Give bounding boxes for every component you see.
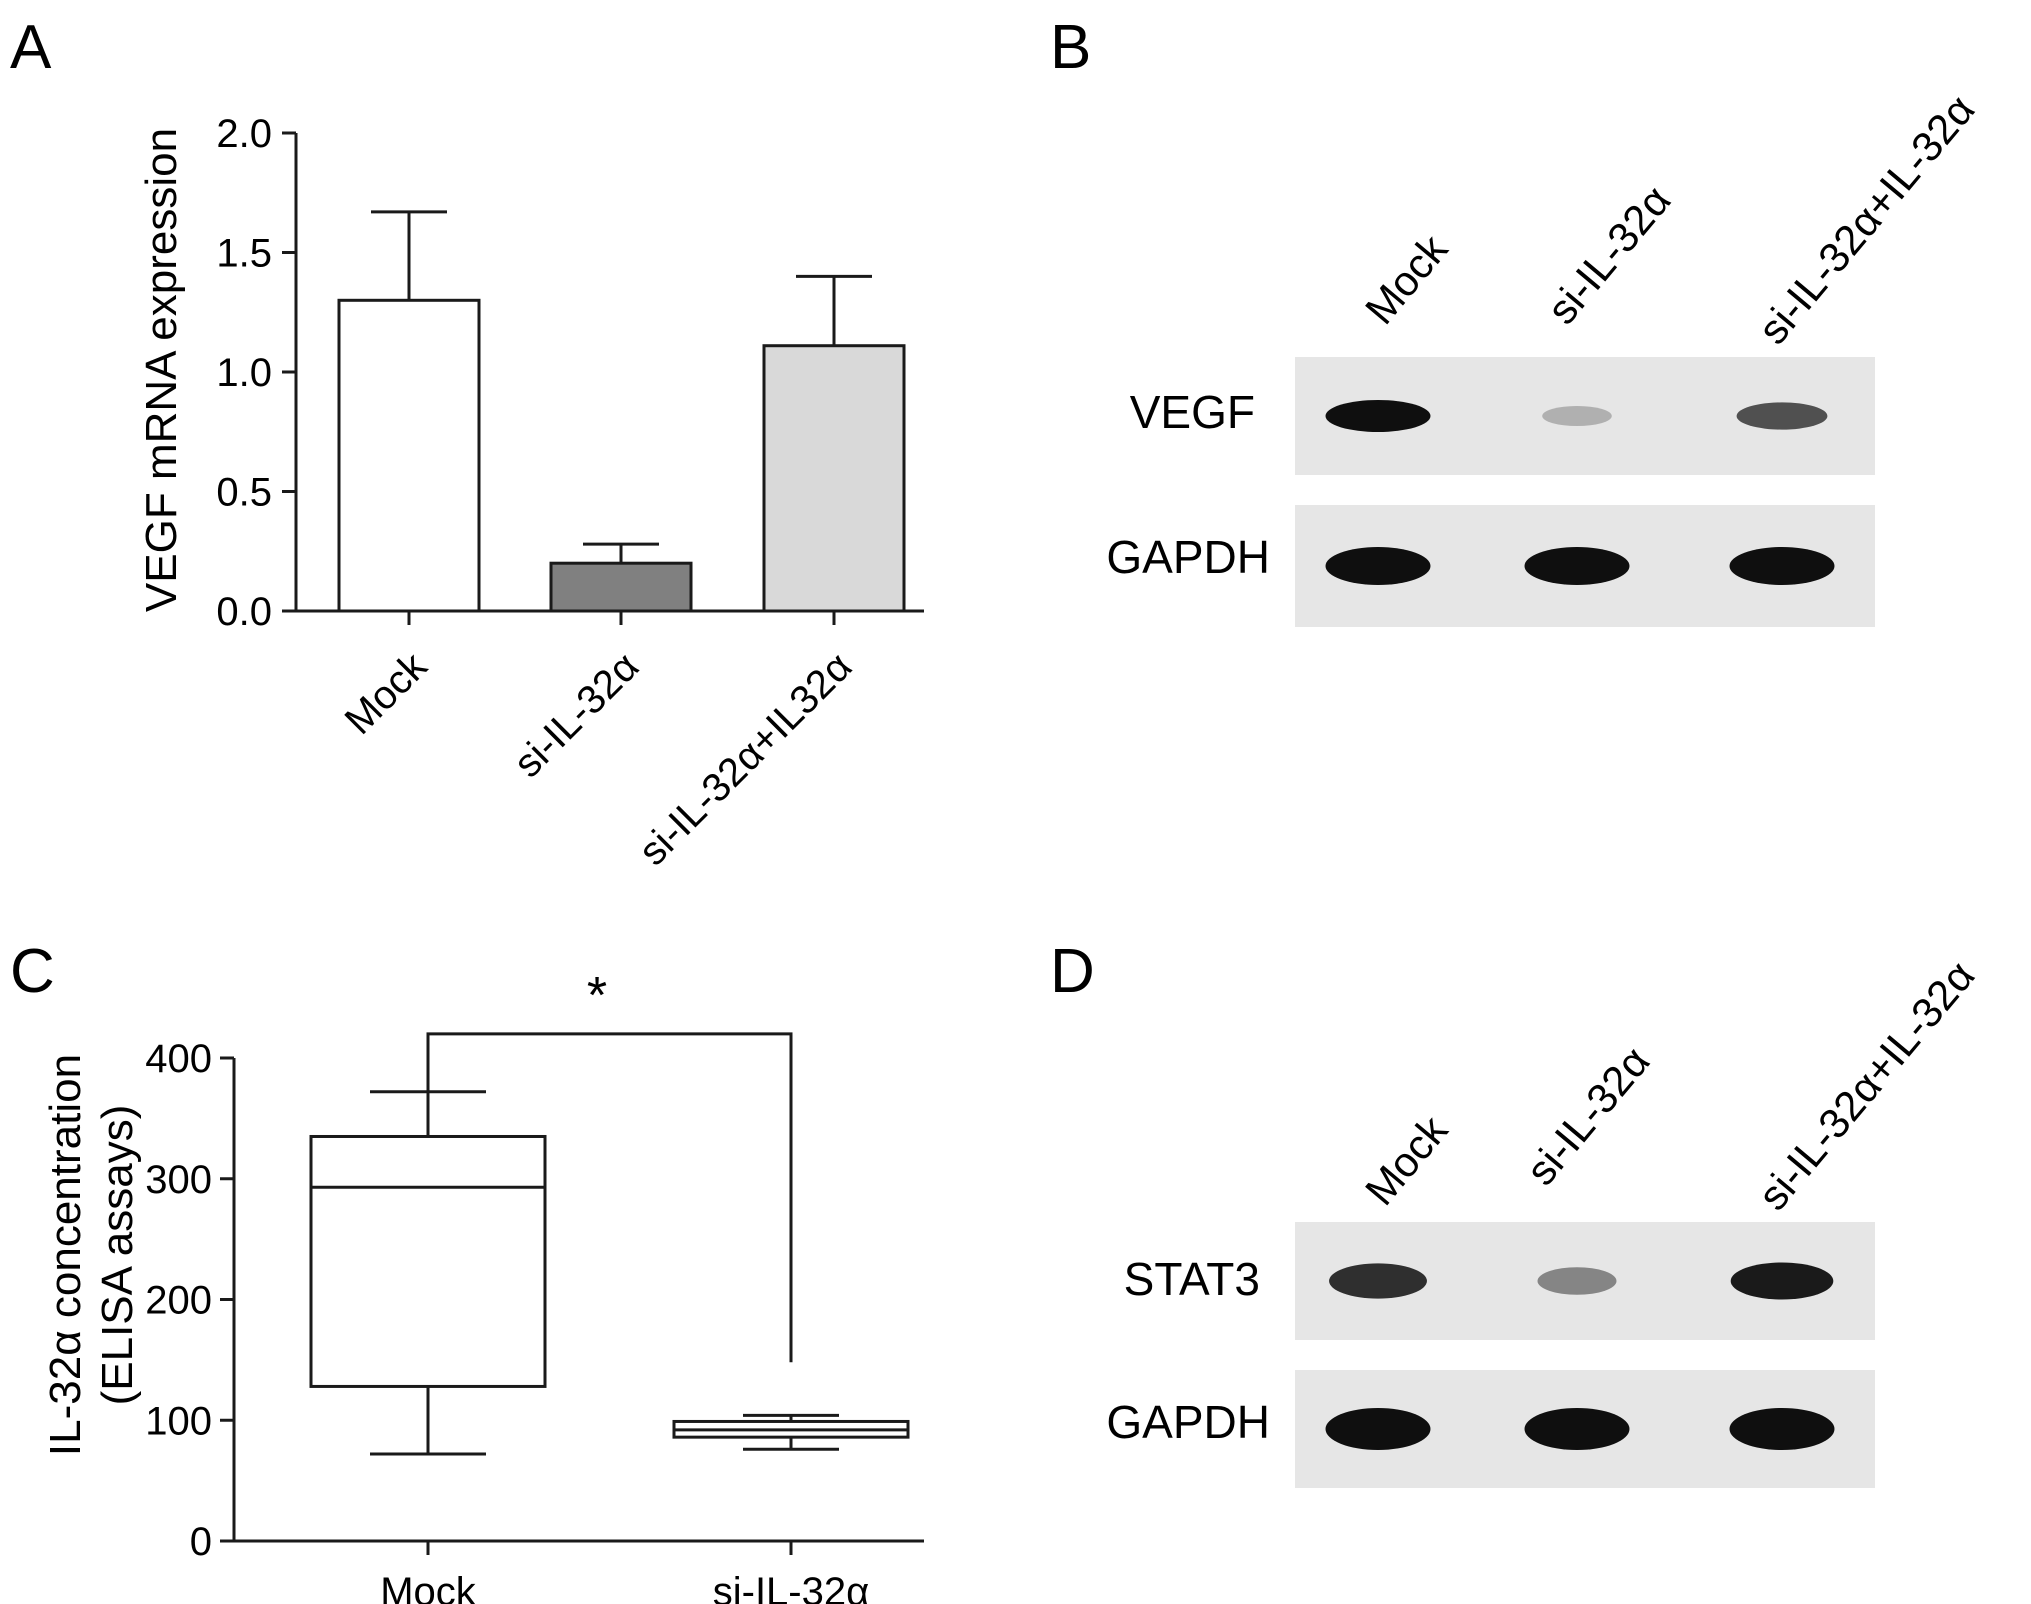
panel-c-y-axis-title-line1: IL-32α concentration bbox=[41, 1054, 90, 1456]
blot-b-label-gapdh: GAPDH bbox=[1106, 531, 1270, 583]
significance-asterisk: * bbox=[587, 967, 607, 1025]
blot-b-lane-label-si-il32a-il32a: si-IL-32α+IL-32α bbox=[1749, 86, 1984, 353]
blot-d-label-gapdh: GAPDH bbox=[1106, 1396, 1270, 1448]
blot-b-band bbox=[1729, 547, 1835, 585]
box-plot-il32a-concentration: IL-32α concentration (ELISA assays) * 0 1… bbox=[41, 967, 924, 1604]
panel-a-y-tick-label: 0.5 bbox=[216, 471, 272, 515]
blot-d-band bbox=[1325, 1408, 1431, 1450]
blot-b-band bbox=[1325, 547, 1431, 585]
panel-c-x-tick-label: si-IL-32α bbox=[713, 1570, 870, 1604]
panel-c-y-tick-label: 200 bbox=[145, 1279, 212, 1323]
panel-a-y-tick-label: 0.0 bbox=[216, 590, 272, 634]
panel-a-bar bbox=[549, 561, 693, 613]
panel-a-y-axis-title: VEGF mRNA expression bbox=[137, 128, 186, 612]
panel-c-y-tick-label: 300 bbox=[145, 1158, 212, 1202]
panel-c-y-tick-label: 400 bbox=[145, 1037, 212, 1081]
panel-a-y-tick-label: 1.5 bbox=[216, 232, 272, 276]
panel-letter-a: A bbox=[10, 13, 52, 82]
panel-c-y-axis-title-line2: (ELISA assays) bbox=[93, 1105, 142, 1406]
blot-d-lane-label-mock: Mock bbox=[1356, 1106, 1457, 1214]
blot-d-band bbox=[1729, 1408, 1835, 1450]
blot-b-label-vegf: VEGF bbox=[1130, 386, 1255, 438]
blot-b-band bbox=[1325, 400, 1431, 432]
panel-a-y-tick-label: 2.0 bbox=[216, 112, 272, 156]
western-blot-stat3: Mock si-IL-32α si-IL-32α+IL-32α STAT3 GA… bbox=[1106, 952, 1983, 1488]
western-blot-vegf: Mock si-IL-32α si-IL-32α+IL-32α VEGF GAP… bbox=[1106, 86, 1983, 627]
panel-letter-d: D bbox=[1050, 937, 1095, 1006]
blot-b-band bbox=[1736, 402, 1828, 430]
panel-a-y-tick-label: 1.0 bbox=[216, 351, 272, 395]
blot-b-lane-label-mock: Mock bbox=[1356, 225, 1457, 333]
panel-a-x-tick-label: si-IL-32α bbox=[506, 644, 648, 786]
blot-d-band bbox=[1329, 1263, 1427, 1299]
panel-a-x-tick-label: si-IL-32α+IL32α bbox=[631, 644, 861, 874]
panel-a-bar bbox=[762, 344, 906, 613]
blot-b-lane-label-si-il32a: si-IL-32α bbox=[1538, 177, 1680, 333]
panel-c-x-tick-label: Mock bbox=[380, 1570, 477, 1604]
bar-chart-vegf-mrna: VEGF mRNA expression 0.0 0.5 1.0 1.5 2.0 Mock… bbox=[137, 112, 924, 874]
blot-d-lane-label-si-il32a-il32a: si-IL-32α+IL-32α bbox=[1749, 952, 1984, 1219]
panel-c-y-tick-label: 100 bbox=[145, 1399, 212, 1443]
panel-a-bar bbox=[337, 298, 481, 613]
panel-letter-b: B bbox=[1050, 13, 1091, 82]
blot-b-band bbox=[1524, 547, 1630, 585]
blot-d-band bbox=[1730, 1262, 1834, 1300]
panel-c-box bbox=[309, 1134, 547, 1388]
panel-c-y-tick-label: 0 bbox=[190, 1520, 212, 1564]
panel-a-x-tick-label: Mock bbox=[337, 644, 436, 743]
blot-d-band bbox=[1524, 1408, 1630, 1450]
significance-bracket bbox=[426, 1032, 793, 1363]
blot-d-band bbox=[1537, 1267, 1617, 1295]
blot-d-label-stat3: STAT3 bbox=[1124, 1253, 1260, 1305]
blot-b-band bbox=[1542, 406, 1612, 426]
panel-letter-c: C bbox=[10, 937, 55, 1006]
blot-d-lane-label-si-il32a: si-IL-32α bbox=[1517, 1038, 1659, 1194]
